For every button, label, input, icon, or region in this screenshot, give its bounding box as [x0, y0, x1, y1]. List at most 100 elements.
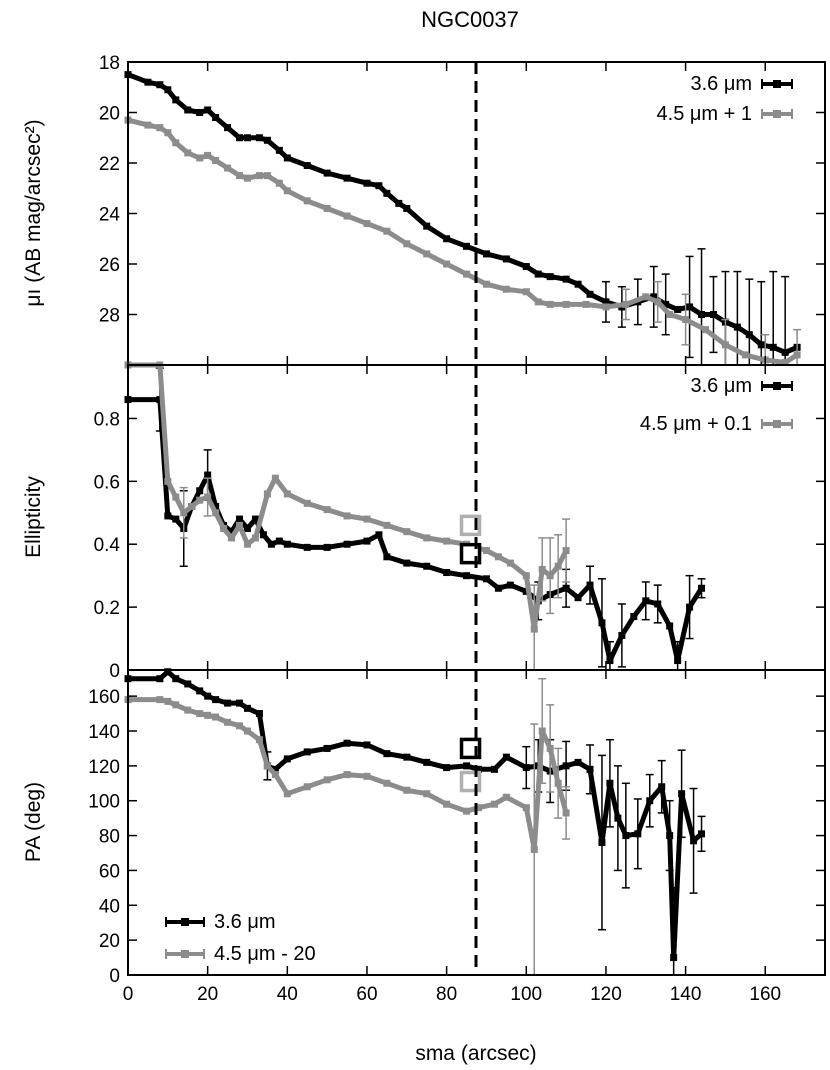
p1-data-point: [686, 603, 694, 611]
p0-data-point: [212, 156, 220, 164]
p2-data-point: [184, 706, 192, 714]
p2-data-point: [156, 696, 164, 704]
p2-data-point: [666, 832, 674, 840]
p2-data-point: [423, 758, 431, 766]
p2-ylabel: PA (deg): [22, 782, 45, 862]
p2-ytick-label: 80: [99, 827, 120, 848]
p1-data-point: [383, 553, 391, 561]
p2-data-point: [204, 711, 212, 719]
p0-data-point: [164, 86, 172, 94]
p1-data-point: [666, 622, 674, 630]
p1-data-point: [463, 572, 471, 580]
p0-data-point: [343, 174, 351, 182]
p1-ytick-label: 0.6: [94, 472, 120, 493]
p2-legend-marker: [181, 950, 189, 958]
p2-data-point: [255, 736, 263, 744]
p2-data-point: [184, 680, 192, 688]
p2-data-point: [204, 692, 212, 700]
p2-data-point: [598, 839, 606, 847]
p1-data-point: [243, 525, 251, 533]
p2-data-point: [586, 765, 594, 773]
p0-data-point: [757, 341, 765, 349]
p0-data-point: [650, 293, 658, 301]
p2-data-point: [463, 762, 471, 770]
xtick-label: 160: [749, 984, 781, 1005]
p0-data-point: [204, 151, 212, 159]
p1-legend-marker: [773, 382, 781, 390]
p2-data-point: [224, 718, 232, 726]
p1-data-point: [375, 531, 383, 539]
p0-data-point: [164, 129, 172, 137]
p1-ytick-label: 0.4: [94, 535, 121, 556]
p0-data-point: [482, 250, 490, 258]
p2-data-point: [196, 687, 204, 695]
p2-data-point: [474, 804, 482, 812]
p1-data-point: [618, 631, 626, 639]
p2-legend-label-ch2: 4.5 μm - 20: [214, 943, 316, 965]
p0-data: [124, 71, 802, 366]
p0-data-point: [522, 263, 530, 271]
p0-data-point: [522, 288, 530, 296]
p0-legend-marker: [773, 80, 781, 88]
panel-position-angle: 0 20 40 60 80 100 120 140 160 0 20 40 60 80 100 120 140…: [22, 62, 826, 1065]
p2-data-point: [212, 713, 220, 721]
p0-data-point: [224, 164, 232, 172]
p0-data-point: [502, 285, 510, 293]
p0-data-point: [698, 311, 706, 318]
p1-data-point: [303, 499, 311, 507]
p0-data-point: [144, 121, 152, 129]
p1-data-point: [172, 493, 180, 501]
p0-data-point: [184, 149, 192, 157]
p2-data-point: [363, 741, 371, 749]
p1-data-point: [251, 534, 259, 542]
p0-data-point: [562, 300, 570, 308]
p1-ytick-label: 0.8: [94, 409, 120, 430]
xtick-label: 80: [436, 984, 457, 1005]
p1-data-point: [363, 515, 371, 523]
p2-data-point: [172, 675, 180, 683]
p0-data-point: [236, 134, 244, 142]
p0-data-point: [443, 235, 451, 243]
p1-data-point: [323, 506, 331, 514]
p2-ytick-label: 100: [88, 792, 120, 813]
p1-data-point: [546, 572, 554, 580]
p1-data-point: [196, 487, 204, 495]
panel-surface-brightness: 18 20 22 24 26 28 μı (AB mag/arcsec²) 3.6 μm …: [22, 53, 826, 366]
p2-data-point: [236, 699, 244, 707]
p0-data-point: [144, 78, 152, 86]
p2-data-point: [546, 744, 554, 752]
p1-data-point: [443, 569, 451, 577]
p0-data-point: [156, 81, 164, 89]
p2-data-point: [283, 790, 291, 798]
p0-data-point: [463, 242, 471, 250]
p0-data-point: [721, 341, 729, 349]
p2-legend-label-ch1: 3.6 μm: [214, 911, 276, 933]
p0-data-point: [255, 134, 263, 142]
xlabel: sma (arcsec): [415, 1042, 536, 1065]
p2-data-point: [156, 675, 164, 683]
p0-data-point: [283, 154, 291, 162]
p2-legend-marker: [181, 918, 189, 926]
p0-data-point: [375, 182, 383, 190]
p2-ytick-label: 0: [109, 966, 120, 987]
p2-data-point: [243, 727, 251, 735]
p0-data-point: [574, 280, 582, 288]
p0-ylabel: μı (AB mag/arcsec²): [22, 119, 45, 306]
p0-data-point: [303, 197, 311, 205]
p1-data-point: [698, 584, 706, 592]
p1-data-point: [403, 559, 411, 567]
p2-data-point: [678, 790, 686, 798]
p1-data-point: [204, 493, 212, 501]
p2-data-point: [443, 800, 451, 808]
xtick-label: 120: [590, 984, 622, 1005]
p1-data-point: [188, 502, 196, 510]
p2-data-point: [562, 809, 570, 817]
p1-data-point: [228, 528, 236, 536]
p0-data-point: [403, 204, 411, 212]
p2-x-ticks: 0 20 40 60 80 100 120 140 160: [123, 62, 781, 1005]
p2-data-point: [502, 793, 510, 801]
p2-data-point: [196, 710, 204, 718]
p2-data-point: [343, 771, 351, 779]
p2-data-point: [164, 668, 172, 676]
p1-data-point: [236, 515, 244, 523]
